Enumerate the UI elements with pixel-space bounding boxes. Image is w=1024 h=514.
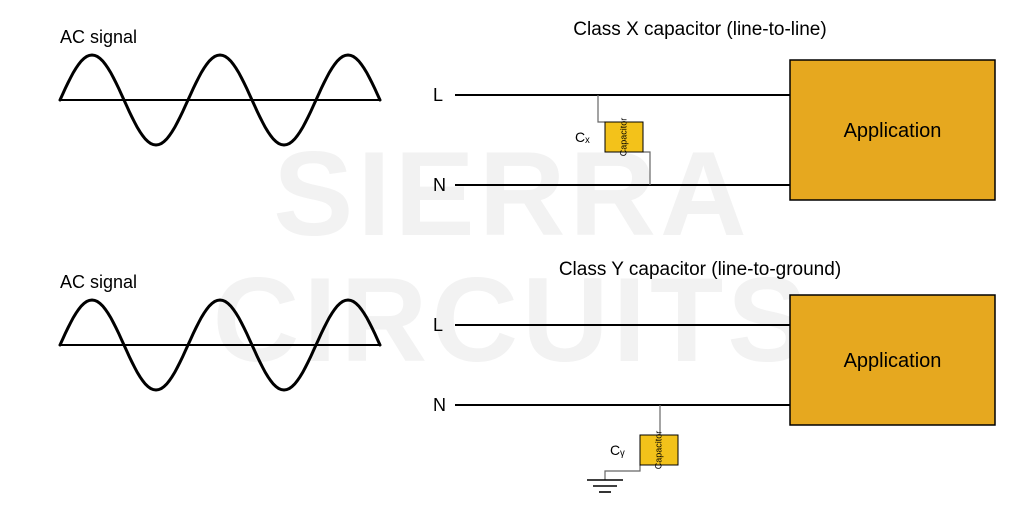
label-N: N <box>433 395 446 415</box>
capacitor-text: Capacitor <box>618 118 628 157</box>
capacitor-text: Capacitor <box>653 431 663 470</box>
ac-signal-label: AC signal <box>60 27 137 47</box>
application-label: Application <box>844 120 942 142</box>
circuit-diagram: AC signal Class X capacitor (line-to-line… <box>0 0 1024 514</box>
application-label: Application <box>844 350 942 372</box>
cap-x-label: Cₓ <box>575 129 590 145</box>
cap-wire-bottom <box>643 152 650 185</box>
cap-y-label: Cᵧ <box>610 442 625 458</box>
label-N: N <box>433 175 446 195</box>
cap-wire-to-ground <box>605 465 640 480</box>
ac-signal-label: AC signal <box>60 272 137 292</box>
label-L: L <box>433 315 443 335</box>
label-L: L <box>433 85 443 105</box>
class-x-title: Class X capacitor (line-to-line) <box>573 19 826 40</box>
class-y-title: Class Y capacitor (line-to-ground) <box>559 259 841 280</box>
cap-wire-top <box>598 95 605 122</box>
